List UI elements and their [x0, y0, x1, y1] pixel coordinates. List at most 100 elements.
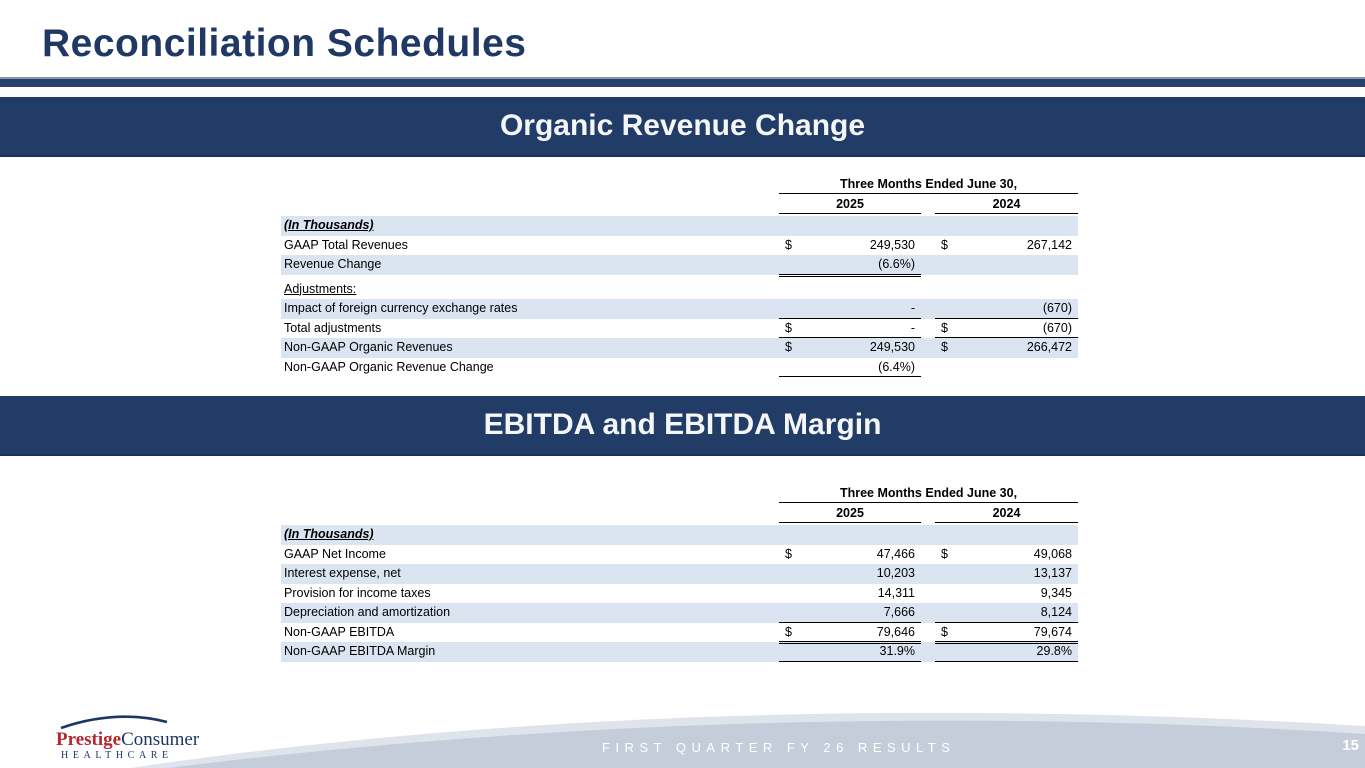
- table-row: GAAP Net Income $47,466 $49,068: [281, 545, 1078, 565]
- row-label: Provision for income taxes: [284, 585, 431, 600]
- dollar-sign: $: [785, 237, 792, 252]
- value-cell-2025: (6.4%): [779, 358, 921, 377]
- column-header-2024: 2024: [935, 195, 1078, 214]
- row-label: (In Thousands): [284, 218, 374, 232]
- column-gap: [921, 564, 935, 584]
- value-cell-2024: 8,124: [935, 603, 1078, 623]
- value-cell-2024: [935, 216, 1078, 236]
- column-header-2025: 2025: [779, 195, 921, 214]
- value-cell-2025: (6.6%): [779, 255, 921, 276]
- section-banner-ebitda: EBITDA and EBITDA Margin: [0, 396, 1365, 456]
- cell-value: -: [910, 320, 915, 335]
- table-row: Non-GAAP EBITDA Margin 31.9% 29.8%: [281, 642, 1078, 662]
- dollar-sign: $: [941, 546, 948, 561]
- dollar-sign: $: [941, 320, 948, 335]
- column-gap: [921, 236, 935, 256]
- cell-value: (6.4%): [878, 359, 915, 374]
- row-label: Non-GAAP EBITDA Margin: [284, 644, 436, 658]
- logo-wordmark: PrestigeConsumer: [56, 729, 200, 750]
- logo-swoosh-icon: [60, 715, 168, 730]
- value-cell-2024: $ (670): [935, 319, 1078, 338]
- value-cell-2025: $249,530: [779, 236, 921, 256]
- row-label: Interest expense, net: [284, 566, 401, 580]
- cell-value: 9,345: [1040, 585, 1072, 600]
- logo-consumer: Consumer: [121, 729, 200, 750]
- value-cell-2024: [935, 255, 1078, 275]
- cell-value: 79,674: [1033, 624, 1072, 639]
- table-row: Non-GAAP EBITDA $79,646 $79,674: [281, 623, 1078, 644]
- column-header-row: 2025 2024: [281, 195, 1078, 214]
- cell-value: 8,124: [1040, 605, 1072, 619]
- table-row: (In Thousands): [281, 525, 1078, 545]
- period-header-row: Three Months Ended June 30,: [281, 176, 1078, 195]
- period-header-spacer: [281, 176, 779, 195]
- dollar-sign: $: [785, 546, 792, 561]
- row-label: Non-GAAP Organic Revenue Change: [284, 359, 494, 374]
- value-cell-2024: $266,472: [935, 338, 1078, 358]
- cell-value: 31.9%: [879, 644, 915, 658]
- dollar-sign: $: [941, 340, 948, 354]
- column-gap: [921, 280, 935, 300]
- value-cell-2025: 7,666: [779, 603, 921, 623]
- column-header-spacer: [281, 195, 779, 214]
- row-label: Impact of foreign currency exchange rate…: [284, 301, 518, 315]
- row-label: GAAP Net Income: [284, 546, 386, 561]
- logo-healthcare: HEALTHCARE: [61, 750, 173, 761]
- footer-swoosh-graphic: [130, 712, 1365, 768]
- section-banner-organic-revenue: Organic Revenue Change: [0, 97, 1365, 157]
- value-cell-2024: $267,142: [935, 236, 1078, 256]
- row-label: Adjustments:: [284, 281, 357, 296]
- dollar-sign: $: [941, 624, 948, 639]
- cell-value: 267,142: [1026, 237, 1072, 252]
- cell-value: 10,203: [876, 566, 915, 580]
- row-label: Non-GAAP Organic Revenues: [284, 340, 453, 354]
- column-gap: [921, 603, 935, 623]
- cell-value: 249,530: [869, 340, 915, 354]
- table-row: Total adjustments $ - $ (670): [281, 319, 1078, 339]
- value-cell-2024: 9,345: [935, 584, 1078, 604]
- value-cell-2025: $249,530: [779, 338, 921, 358]
- column-gap: [921, 358, 935, 378]
- row-label: Non-GAAP EBITDA: [284, 624, 395, 639]
- period-header: Three Months Ended June 30,: [779, 176, 1078, 194]
- column-header-spacer: [281, 504, 779, 523]
- row-label: (In Thousands): [284, 527, 374, 541]
- page-number: 15: [1342, 737, 1359, 754]
- dollar-sign: $: [785, 340, 792, 354]
- column-header-2025: 2025: [779, 504, 921, 523]
- column-gap: [921, 504, 935, 523]
- table-row: Non-GAAP Organic Revenue Change (6.4%): [281, 358, 1078, 378]
- cell-value: -: [910, 301, 915, 315]
- table-row: Depreciation and amortization 7,666 8,124: [281, 603, 1078, 623]
- column-gap: [921, 584, 935, 604]
- table-row: Revenue Change (6.6%): [281, 255, 1078, 276]
- value-cell-2024: [935, 358, 1078, 378]
- column-header-row: 2025 2024: [281, 504, 1078, 523]
- company-logo: PrestigeConsumer HEALTHCARE: [56, 714, 200, 761]
- footer-deck-title: FIRST QUARTER FY 26 RESULTS: [602, 740, 956, 755]
- cell-value: (6.6%): [878, 257, 915, 271]
- dollar-sign: $: [941, 237, 948, 252]
- value-cell-2025: $47,466: [779, 545, 921, 565]
- value-cell-2025: [779, 280, 921, 300]
- cell-value: 49,068: [1033, 546, 1072, 561]
- cell-value: (670): [1042, 301, 1072, 315]
- cell-value: 47,466: [876, 546, 915, 561]
- cell-value: 266,472: [1026, 340, 1072, 354]
- table-body: (In Thousands) GAAP Total Revenues $249,53…: [281, 216, 1078, 377]
- value-cell-2025: [779, 525, 921, 545]
- value-cell-2025: $ -: [779, 319, 921, 338]
- value-cell-2024: $49,068: [935, 545, 1078, 565]
- table-row: Provision for income taxes 14,311 9,345: [281, 584, 1078, 604]
- column-header-2024: 2024: [935, 504, 1078, 523]
- value-cell-2025: 14,311: [779, 584, 921, 604]
- value-cell-2024: (670): [935, 299, 1078, 319]
- table-body: (In Thousands) GAAP Net Income $47,466 $49,…: [281, 525, 1078, 662]
- column-gap: [921, 319, 935, 339]
- table-row: (In Thousands): [281, 216, 1078, 236]
- dollar-sign: $: [785, 624, 792, 639]
- cell-value: 14,311: [877, 585, 915, 600]
- cell-value: 79,646: [876, 624, 915, 639]
- cell-value: 7,666: [883, 605, 915, 619]
- column-gap: [921, 299, 935, 319]
